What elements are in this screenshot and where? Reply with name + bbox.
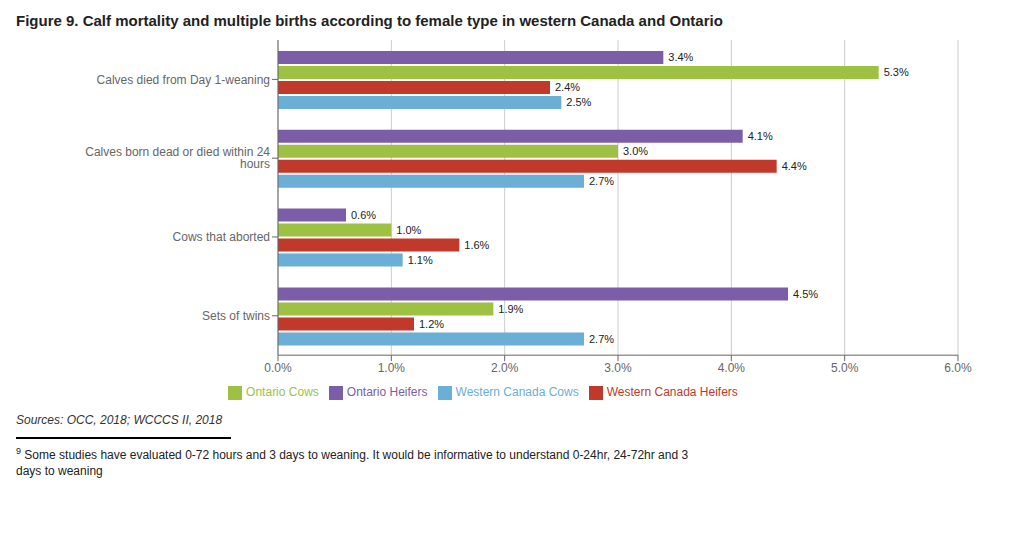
svg-text:3.4%: 3.4% [668, 51, 693, 63]
svg-text:2.7%: 2.7% [589, 333, 614, 345]
svg-text:5.0%: 5.0% [831, 361, 859, 375]
html-text:Ontario Heifers: Ontario Heifers [346, 385, 428, 400]
svg-text:1.2%: 1.2% [419, 318, 444, 330]
svg-text:2.0%: 2.0% [491, 361, 519, 375]
svg-text:Calves born dead or died withi: Calves born dead or died within 24hours [85, 145, 270, 171]
svg-text:Calves died from Day 1-weaning: Calves died from Day 1-weaning [97, 73, 270, 87]
html-text:days to weaning: days to weaning [16, 464, 103, 478]
svg-text:2.4%: 2.4% [555, 81, 580, 93]
svg-text:1.0%: 1.0% [396, 224, 421, 236]
svg-text:4.0%: 4.0% [718, 361, 746, 375]
html-text:Western Canada Cows: Western Canada Cows [455, 385, 579, 400]
svg-text:4.4%: 4.4% [782, 160, 807, 172]
svg-text:2.7%: 2.7% [589, 175, 614, 187]
svg-text:4.5%: 4.5% [793, 288, 818, 300]
svg-text:6.0%: 6.0% [944, 361, 972, 375]
html-text:9 Some studies have evaluated: 9 Some studies have evaluated 0-72 hours… [16, 446, 689, 462]
svg-text:0.0%: 0.0% [264, 361, 292, 375]
svg-text:1.6%: 1.6% [464, 239, 489, 251]
svg-text:5.3%: 5.3% [884, 66, 909, 78]
html-text:Figure 9. Calf mortality and m: Figure 9. Calf mortality and multiple bi… [16, 12, 723, 29]
svg-text:0.6%: 0.6% [351, 209, 376, 221]
html-text:Sources: OCC, 2018; WCCCS II,: Sources: OCC, 2018; WCCCS II, 2018 [16, 413, 223, 427]
svg-text:1.9%: 1.9% [498, 303, 523, 315]
svg-text:Sets of twins: Sets of twins [202, 309, 270, 323]
svg-text:3.0%: 3.0% [623, 145, 648, 157]
html-text:Western Canada Heifers: Western Canada Heifers [606, 385, 738, 400]
svg-text:Cows that aborted: Cows that aborted [173, 230, 270, 244]
svg-text:1.0%: 1.0% [378, 361, 406, 375]
svg-text:3.0%: 3.0% [604, 361, 632, 375]
svg-text:2.5%: 2.5% [566, 96, 591, 108]
svg-text:1.1%: 1.1% [408, 254, 433, 266]
html-text:Ontario Cows: Ontario Cows [246, 385, 319, 400]
svg-text:4.1%: 4.1% [748, 130, 773, 142]
